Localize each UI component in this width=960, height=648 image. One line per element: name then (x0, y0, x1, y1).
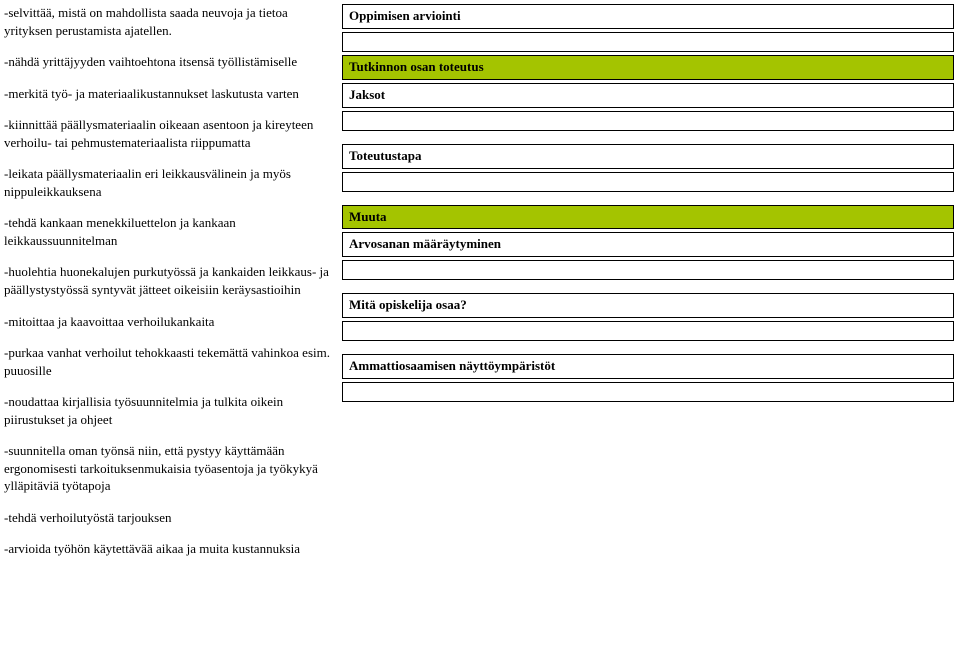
right-column: Oppimisen arviointi Tutkinnon osan toteu… (340, 0, 960, 648)
left-item-9: -purkaa vanhat verhoilut tehokkaasti tek… (4, 344, 332, 379)
heading-tutkinnon-osan-toteutus: Tutkinnon osan toteutus (342, 55, 954, 80)
left-item-4: -kiinnittää päällysmateriaalin oikeaan a… (4, 116, 332, 151)
left-item-12: -tehdä verhoilutyöstä tarjouksen (4, 509, 332, 527)
content-jaksot (342, 111, 954, 131)
heading-oppimisen-arviointi: Oppimisen arviointi (342, 4, 954, 29)
heading-toteutustapa: Toteutustapa (342, 144, 954, 169)
content-mita-opiskelija-osaa (342, 321, 954, 341)
left-item-3: -merkitä työ- ja materiaalikustannukset … (4, 85, 332, 103)
heading-mita-opiskelija-osaa: Mitä opiskelija osaa? (342, 293, 954, 318)
heading-muuta: Muuta (342, 205, 954, 230)
content-ammattiosaamisen-nayttoymparistot (342, 382, 954, 402)
heading-jaksot: Jaksot (342, 83, 954, 108)
left-column: -selvittää, mistä on mahdollista saada n… (0, 0, 340, 648)
left-item-7: -huolehtia huonekalujen purkutyössä ja k… (4, 263, 332, 298)
left-item-8: -mitoittaa ja kaavoittaa verhoilukankait… (4, 313, 332, 331)
heading-arvosanan-maaraytyminen: Arvosanan määräytyminen (342, 232, 954, 257)
left-item-6: -tehdä kankaan menekkiluettelon ja kanka… (4, 214, 332, 249)
left-item-13: -arvioida työhön käytettävää aikaa ja mu… (4, 540, 332, 558)
left-item-1: -selvittää, mistä on mahdollista saada n… (4, 4, 332, 39)
content-arvosanan-maaraytyminen (342, 260, 954, 280)
left-item-2: -nähdä yrittäjyyden vaihtoehtona itsensä… (4, 53, 332, 71)
heading-ammattiosaamisen-nayttoymparistot: Ammattiosaamisen näyttöympäristöt (342, 354, 954, 379)
left-item-11: -suunnitella oman työnsä niin, että pyst… (4, 442, 332, 495)
content-oppimisen-arviointi (342, 32, 954, 52)
left-item-10: -noudattaa kirjallisia työsuunnitelmia j… (4, 393, 332, 428)
content-toteutustapa (342, 172, 954, 192)
left-item-5: -leikata päällysmateriaalin eri leikkaus… (4, 165, 332, 200)
